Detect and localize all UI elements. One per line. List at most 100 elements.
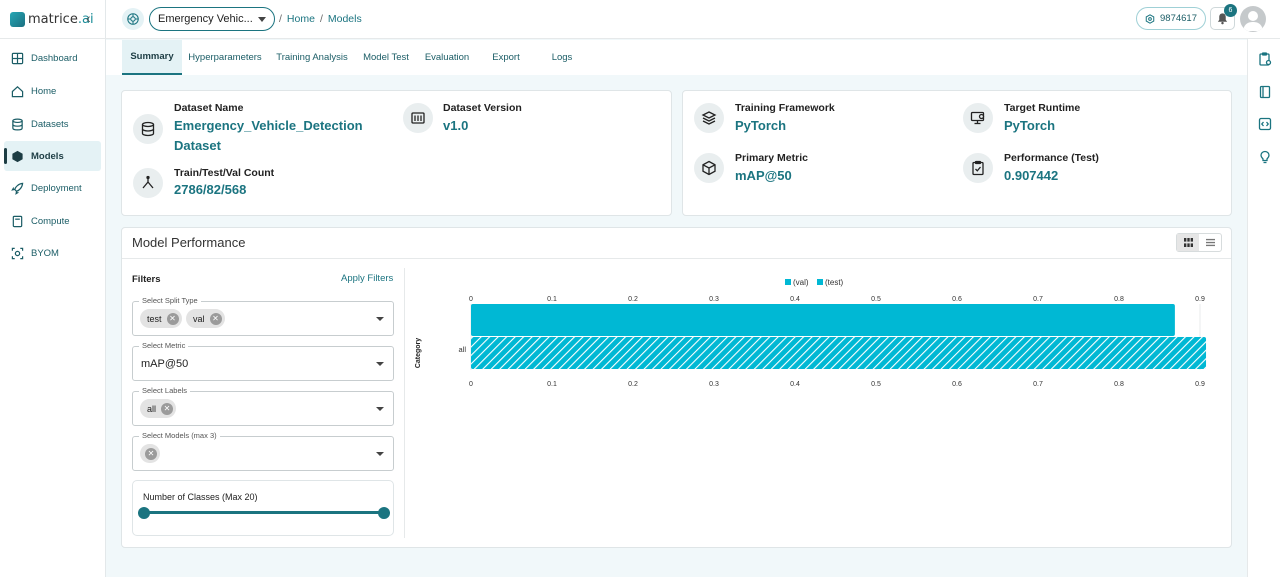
- grid-icon: [1183, 238, 1193, 247]
- breadcrumb-models[interactable]: Models: [327, 13, 362, 25]
- avatar[interactable]: [1240, 6, 1266, 32]
- dashboard-icon: [11, 52, 24, 65]
- target-runtime-label: Target Runtime: [1004, 102, 1081, 114]
- y-axis-label: Category: [415, 338, 422, 368]
- tab-evaluation[interactable]: Evaluation: [424, 52, 470, 63]
- sidebar-item-label: Compute: [31, 215, 70, 227]
- tab-summary[interactable]: Summary: [122, 40, 182, 75]
- credits-badge[interactable]: 9874617: [1136, 7, 1206, 30]
- project-select-value: Emergency Vehic...: [158, 13, 253, 25]
- remove-chip-icon[interactable]: ✕: [145, 447, 157, 460]
- chip-empty[interactable]: ✕: [140, 444, 160, 463]
- server-icon: [11, 215, 24, 228]
- x-tick-label: 0.7: [1033, 381, 1043, 388]
- split-type-label: Select Split Type: [139, 296, 201, 305]
- split-type-select[interactable]: Select Split Type test ✕ val ✕: [132, 296, 394, 336]
- breadcrumb-home[interactable]: Home: [286, 13, 315, 25]
- grid-view-button[interactable]: [1177, 234, 1199, 251]
- sidebar-item-models[interactable]: Models: [4, 141, 101, 171]
- x-tick-label: 0.7: [1033, 296, 1043, 303]
- chip-all[interactable]: all ✕: [140, 399, 177, 418]
- credits-value: 9874617: [1160, 13, 1197, 24]
- legend-swatch: [817, 279, 823, 285]
- rocket-icon: [11, 182, 24, 195]
- coin-icon: [1145, 13, 1155, 24]
- training-framework-label: Training Framework: [735, 102, 835, 114]
- clipboard-settings-icon[interactable]: [1258, 52, 1272, 66]
- sidebar-item-byom[interactable]: BYOM: [4, 238, 101, 268]
- labels-select[interactable]: Select Labels all ✕: [132, 386, 394, 426]
- count-label: Train/Test/Val Count: [174, 167, 275, 179]
- models-select[interactable]: Select Models (max 3) ✕: [132, 431, 394, 471]
- x-tick-label: 0.6: [952, 381, 962, 388]
- project-icon: [122, 8, 144, 30]
- performance-test-value: 0.907442: [1004, 168, 1059, 183]
- sidebar-item-home[interactable]: Home: [4, 76, 101, 106]
- divider: [404, 268, 405, 538]
- sidebar-item-deployment[interactable]: Deployment: [4, 173, 101, 203]
- project-select[interactable]: Emergency Vehic...: [149, 7, 275, 31]
- x-tick-label: 0.5: [871, 296, 881, 303]
- count-value: 2786/82/568: [174, 182, 247, 197]
- category-label: all: [458, 345, 466, 354]
- model-performance-card: Model Performance Filters Apply Filters …: [121, 227, 1232, 548]
- sidebar-item-dashboard[interactable]: Dashboard: [4, 43, 101, 73]
- chip-val[interactable]: val ✕: [186, 309, 225, 328]
- remove-chip-icon[interactable]: ✕: [209, 312, 222, 325]
- chart-legend: (val) (test): [785, 278, 844, 287]
- chevron-down-icon: [376, 362, 384, 366]
- x-tick-label: 0.8: [1114, 381, 1124, 388]
- chart-bars: [471, 304, 1207, 369]
- metric-select[interactable]: Select Metric mAP@50: [132, 341, 394, 381]
- dataset-name-value-cont: Dataset: [174, 138, 221, 153]
- remove-chip-icon[interactable]: ✕: [166, 312, 179, 325]
- x-axis-ticks-bottom: 0 0.1 0.2 0.3 0.4 0.5 0.6 0.7 0.8 0.9: [469, 381, 1205, 388]
- tab-logs[interactable]: Logs: [551, 52, 573, 63]
- sidebar-item-compute[interactable]: Compute: [4, 206, 101, 236]
- dataset-name-value: Emergency_Vehicle_Detection: [174, 118, 363, 133]
- book-icon[interactable]: [1258, 85, 1272, 99]
- tab-export[interactable]: Export: [492, 52, 520, 63]
- model-performance-title: Model Performance: [132, 235, 246, 250]
- sidebar-item-label: Home: [31, 85, 57, 97]
- top-header: Emergency Vehic... / Home / Models 98746…: [106, 0, 1280, 39]
- lightbulb-icon[interactable]: [1258, 150, 1272, 164]
- remove-chip-icon[interactable]: ✕: [161, 402, 174, 415]
- tab-model-test[interactable]: Model Test: [363, 52, 409, 63]
- tab-hyperparameters[interactable]: Hyperparameters: [188, 52, 262, 63]
- divider: [0, 38, 106, 39]
- sidebar-item-datasets[interactable]: Datasets: [4, 109, 101, 139]
- slider-track[interactable]: [144, 511, 384, 514]
- labels-label: Select Labels: [139, 386, 191, 395]
- notifications-button[interactable]: [1210, 7, 1235, 30]
- divider: [122, 258, 1231, 259]
- user-icon: [1243, 11, 1263, 31]
- bar-test: [471, 337, 1207, 369]
- byom-icon: [11, 247, 24, 260]
- x-tick-label: 0.2: [628, 296, 638, 303]
- view-toggle: [1176, 233, 1222, 252]
- performance-bar-chart: (val) (test) 0 0.1 0.2 0.3 0.4 0.5 0.6 0.7 0.8 0.9…: [415, 278, 1207, 388]
- x-tick-label: 0.2: [628, 381, 638, 388]
- x-tick-label: 0.6: [952, 296, 962, 303]
- code-icon[interactable]: [1258, 117, 1272, 131]
- database-icon: [133, 114, 163, 144]
- primary-metric-value: mAP@50: [735, 168, 792, 183]
- apply-filters-button[interactable]: Apply Filters: [341, 273, 394, 284]
- list-view-button[interactable]: [1199, 234, 1221, 251]
- slider-thumb-max[interactable]: [378, 507, 390, 519]
- breadcrumb: / Home / Models: [279, 13, 362, 25]
- slider-thumb-min[interactable]: [138, 507, 150, 519]
- x-tick-label: 0.4: [790, 381, 800, 388]
- cube-outline-icon: [694, 153, 724, 183]
- tab-training-analysis[interactable]: Training Analysis: [276, 52, 348, 63]
- chip-test[interactable]: test ✕: [140, 309, 182, 328]
- sidebar-item-label: Models: [31, 150, 64, 162]
- bell-icon: [1217, 13, 1228, 25]
- logo[interactable]: matrice.ai: [10, 10, 94, 28]
- cube-icon: [11, 150, 24, 163]
- legend-label: (val): [793, 278, 809, 287]
- database-icon: [11, 118, 24, 131]
- logo-text: matrice.ai: [28, 11, 94, 27]
- collapse-sidebar-icon[interactable]: ‹: [86, 10, 91, 26]
